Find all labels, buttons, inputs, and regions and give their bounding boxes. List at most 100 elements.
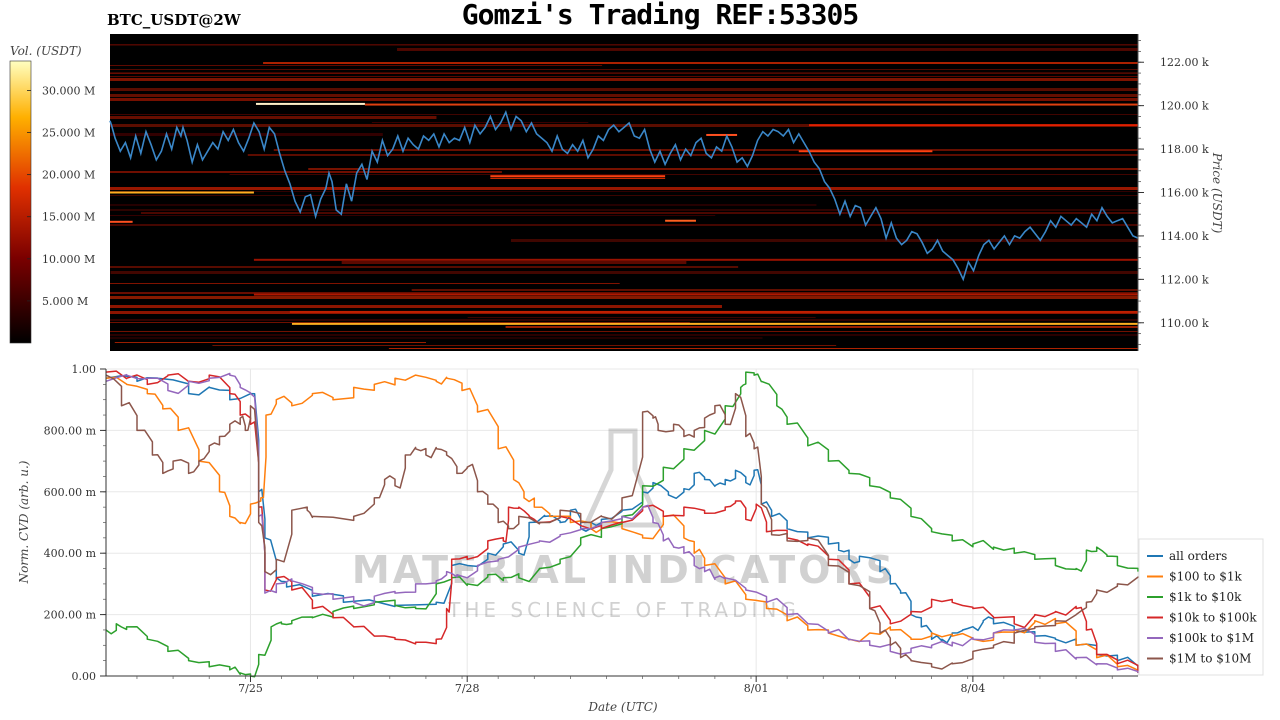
heatmap-cell	[110, 331, 1138, 332]
heatmap-cell	[110, 116, 437, 119]
cvd-y-tick-label: 200.00 m	[44, 609, 97, 622]
heatmap-cell	[110, 296, 1138, 299]
cvd-x-tick-label: 8/04	[961, 682, 986, 695]
heatmap-cell	[253, 258, 1139, 261]
flask-icon	[582, 428, 664, 528]
heatmap-cell	[110, 187, 1138, 190]
price-line	[109, 109, 1139, 282]
heatmap-cell	[665, 219, 696, 222]
heatmap-cell	[411, 289, 1138, 291]
cvd-y-tick-label: 600.00 m	[44, 486, 97, 499]
heatmap-cell	[110, 319, 1138, 321]
heatmap-cell	[110, 292, 1138, 294]
colorbar-tick-label: 5.000 M	[42, 295, 88, 308]
heatmap-cell	[467, 317, 816, 318]
colorbar-label: Vol. (USDT)	[10, 44, 82, 58]
heatmap-cell	[110, 44, 1138, 46]
heatmap-cell	[341, 261, 687, 264]
heatmap-cell	[110, 69, 1138, 70]
price-tick-label: 118.00 k	[1160, 143, 1209, 156]
price-tick-label: 120.00 k	[1160, 100, 1209, 113]
heatmap-symbol-label: BTC_USDT@2W	[107, 11, 241, 29]
legend-entry: all orders	[1169, 549, 1227, 563]
heatmap-cell	[110, 195, 1138, 196]
colorbar-gradient	[9, 60, 32, 344]
heatmap-cell	[110, 224, 1138, 226]
colorbar-tick-label: 10.000 M	[42, 253, 95, 266]
heatmap-cell	[110, 215, 716, 216]
heatmap-cell	[110, 88, 1138, 91]
heatmap-cell	[308, 168, 1138, 170]
heatmap-cell	[110, 94, 1138, 97]
heatmap-cell	[110, 78, 1138, 81]
heatmap-background	[110, 34, 1138, 351]
heatmap-cell	[397, 48, 1138, 51]
series-line--1m-to-10m	[105, 374, 1139, 670]
chart-title: Gomzi's Trading REF:53305	[461, 0, 859, 31]
legend-entry: $1M to $10M	[1169, 652, 1251, 666]
legend-entry: $100 to $1k	[1169, 570, 1242, 584]
heatmap-cell	[388, 348, 1138, 349]
price-tick-label: 122.00 k	[1160, 56, 1209, 69]
cvd-y-axis-label: Norm. CVD (arb. u.)	[17, 460, 31, 584]
heatmap-panel: 110.00 k 112.00 k 114.00 k 116.00 k 118.00 k…	[109, 34, 1224, 351]
heatmap-cell	[110, 337, 763, 339]
heatmap-cell	[510, 239, 1138, 242]
heatmap-cell	[289, 310, 1138, 313]
heatmap-cell	[371, 122, 589, 123]
heatmap-cell	[229, 174, 1139, 175]
heatmap-cell	[110, 191, 254, 194]
heatmap-cell	[490, 175, 666, 178]
cvd-x-axis-label: Date (UTC)	[587, 700, 657, 714]
price-tick-label: 112.00 k	[1160, 273, 1209, 286]
heatmap-cell	[110, 209, 1138, 211]
heatmap-cell	[263, 62, 1138, 64]
legend: all orders $100 to $1k $1k to $10k $10k to …	[1138, 538, 1264, 676]
heatmap-cell	[110, 124, 1138, 127]
heatmap-cell	[110, 271, 1138, 274]
cvd-y-tick-label: 400.00 m	[44, 547, 97, 560]
heatmap-cell	[110, 322, 690, 323]
heatmap-cell	[110, 266, 739, 268]
colorbar-tick-label: 15.000 M	[42, 211, 95, 224]
heatmap-cell	[706, 133, 738, 136]
cvd-x-tick-label: 7/25	[238, 682, 263, 695]
heatmap-cell	[110, 334, 1138, 336]
watermark-logo: MATERIAL INDICATORS THE SCIENCE OF TRADIN…	[352, 428, 896, 622]
colorbar-tick-label: 30.000 M	[42, 84, 95, 97]
heatmap-cell	[110, 220, 133, 223]
heatmap-cell	[291, 322, 1138, 325]
legend-entry: $100k to $1M	[1169, 631, 1254, 645]
heatmap-cell	[110, 72, 1138, 74]
cvd-y-tick-label: 800.00 m	[44, 424, 97, 437]
heatmap-cell	[364, 103, 1139, 106]
heatmap-cell	[114, 342, 426, 343]
heatmap-cell	[505, 326, 1139, 328]
heatmap-cell	[110, 305, 722, 308]
watermark-title: MATERIAL INDICATORS	[352, 548, 896, 592]
volume-colorbar: Vol. (USDT) 5.000 M 10.000 M 15.000 M 20.000…	[9, 44, 95, 344]
heatmap-cell	[110, 191, 1138, 192]
cvd-x-tick-label: 7/28	[455, 682, 480, 695]
cvd-panel: MATERIAL INDICATORS THE SCIENCE OF TRADIN…	[17, 363, 1264, 714]
watermark-subtitle: THE SCIENCE OF TRADING	[447, 598, 800, 622]
cvd-y-tick-label: 1.00	[72, 363, 97, 376]
price-tick-label: 114.00 k	[1160, 230, 1209, 243]
cvd-y-tick-label: 0.00	[72, 670, 97, 683]
heatmap-cell	[110, 98, 1138, 101]
heatmap-cell	[110, 65, 603, 66]
colorbar-tick-label: 20.000 M	[42, 169, 95, 182]
heatmap-cell	[110, 171, 502, 173]
price-tick-label: 116.00 k	[1160, 187, 1209, 200]
heatmap-cell	[798, 150, 933, 153]
heatmap-cell	[110, 76, 1138, 77]
heatmap-cell	[140, 212, 1139, 214]
heatmap-cell	[247, 154, 1139, 156]
price-tick-label: 110.00 k	[1160, 317, 1209, 330]
colorbar-tick-label: 25.000 M	[42, 127, 95, 140]
heatmap-cell	[110, 283, 620, 284]
heatmap-cell	[110, 133, 383, 136]
cvd-x-tick-label: 8/01	[744, 682, 769, 695]
heatmap-cell	[490, 177, 666, 179]
